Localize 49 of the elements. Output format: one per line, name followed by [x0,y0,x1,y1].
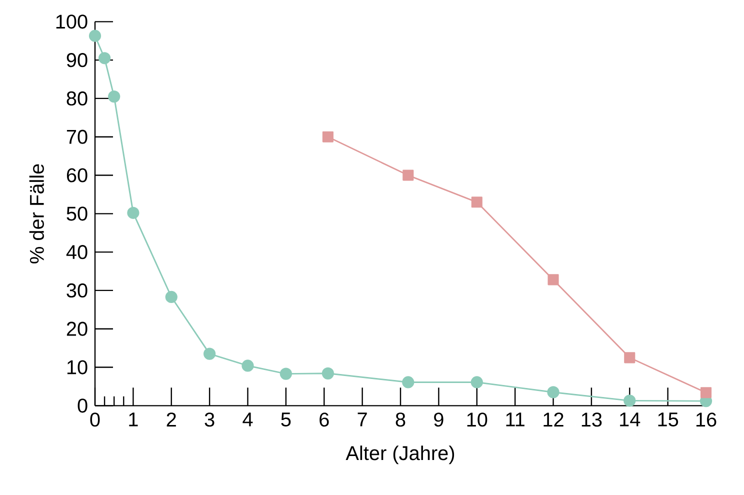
y-tick-label: 40 [66,245,88,260]
point [402,170,414,181]
x-tick-label: 16 [696,412,716,427]
y-axis-title: % der Fälle [29,164,44,264]
y-tick-label: 30 [66,283,88,298]
x-tick-label: 13 [582,412,602,427]
point [547,386,560,398]
point [700,387,712,398]
x-tick-label: 9 [434,412,444,427]
x-tick-label: 4 [242,412,253,426]
point [548,274,559,286]
point [471,196,482,208]
point [470,376,483,388]
point [127,206,140,219]
point [88,30,102,42]
point [322,367,334,380]
x-tick-label: 14 [620,412,640,426]
point [98,52,111,64]
y-tick-label: 20 [66,322,88,336]
point [204,348,216,360]
point [280,368,292,380]
x-tick-label: 1 [129,412,138,426]
y-tick-label: 90 [66,53,88,68]
x-tick-label: 15 [658,412,678,426]
point [242,360,254,372]
y-tick-label: 0 [78,398,88,413]
x-tick-label: 8 [396,412,406,427]
y-tick-label: 100 [56,14,88,29]
point [165,290,178,304]
x-tick-label: 10 [467,412,488,427]
x-tick-label: 5 [281,412,291,426]
x-tick-label: 11 [506,412,524,426]
point [624,352,636,364]
point [108,90,120,103]
y-tick-label: 50 [66,206,88,221]
y-tick-label: 10 [67,360,88,374]
x-tick-label: 0 [90,412,100,427]
x-tick-label: 12 [544,412,564,426]
point [322,131,334,142]
x-tick-label: 6 [320,412,329,427]
x-tick-label: 7 [358,412,367,426]
y-tick-label: 70 [66,130,88,144]
y-tick-label: 60 [66,168,88,182]
point [402,376,414,388]
x-tick-label: 2 [166,412,176,426]
point [624,394,636,407]
x-axis-title: Alter (Jahre) [346,446,454,464]
x-tick-label: 3 [204,412,214,427]
y-tick-label: 80 [66,91,88,106]
